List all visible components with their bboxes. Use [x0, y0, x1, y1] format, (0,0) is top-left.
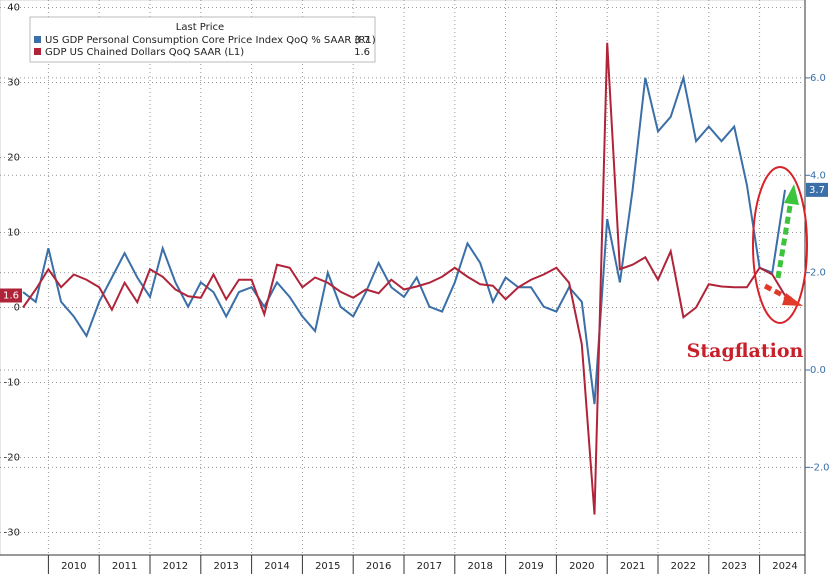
annotation: Stagflation [687, 340, 804, 362]
x-tick-label: 2024 [772, 561, 797, 572]
legend-swatch [34, 36, 41, 43]
legend-label: GDP US Chained Dollars QoQ SAAR (L1) [45, 47, 244, 58]
x-tick-label: 2010 [61, 561, 86, 572]
y2-tick-label: 4.0 [810, 170, 826, 181]
y2-tick-label: 0.0 [810, 365, 826, 376]
up-arrow [775, 199, 794, 279]
y2-tick-label: 6.0 [810, 73, 826, 84]
legend-label: US GDP Personal Consumption Core Price I… [45, 35, 376, 46]
y-tick-label: -10 [4, 378, 20, 389]
series-line [22, 42, 786, 515]
last-value-label: 1.6 [3, 291, 19, 302]
last-value-box [806, 182, 828, 197]
legend-swatch [34, 48, 41, 55]
down-arrow-head [782, 293, 803, 306]
x-tick-label: 2015 [315, 561, 340, 572]
legend: Last Price US GDP Personal Consumption C… [29, 16, 376, 63]
y2-tick-label: 2.0 [810, 268, 826, 279]
x-tick-label: 2016 [366, 561, 391, 572]
x-tick-label: 2018 [467, 561, 492, 572]
last-value-label: 3.7 [809, 185, 825, 196]
y-tick-label: 40 [7, 3, 20, 14]
y-tick-label: 30 [7, 78, 20, 89]
highlight-ellipse [752, 166, 808, 324]
x-tick-label: 2012 [163, 561, 188, 572]
legend-value: 1.6 [354, 47, 370, 58]
x-tick-label: 2014 [264, 561, 289, 572]
legend-title: Last Price [176, 22, 224, 33]
y-tick-label: -20 [4, 453, 20, 464]
y-tick-label: 10 [7, 228, 20, 239]
y-tick-label: -30 [4, 528, 20, 539]
y2-tick-label: -2.0 [810, 462, 830, 473]
y-tick-label: 0 [14, 303, 20, 314]
last-value-box [0, 288, 22, 303]
lines [22, 42, 786, 515]
grid [0, 0, 805, 555]
up-arrow-head [784, 184, 799, 205]
x-tick-label: 2013 [213, 561, 238, 572]
series-line [22, 73, 786, 405]
x-tick-label: 2021 [620, 561, 645, 572]
x-tick-label: 2019 [518, 561, 543, 572]
x-tick-label: 2023 [721, 561, 746, 572]
legend-box [29, 16, 376, 63]
x-tick-label: 2017 [417, 561, 442, 572]
legend-value: 3.7 [354, 35, 370, 46]
plot-area [0, 0, 806, 556]
x-tick-label: 2011 [112, 561, 137, 572]
x-tick-label: 2020 [569, 561, 594, 572]
y-tick-label: 20 [7, 153, 20, 164]
x-tick-label: 2022 [671, 561, 696, 572]
